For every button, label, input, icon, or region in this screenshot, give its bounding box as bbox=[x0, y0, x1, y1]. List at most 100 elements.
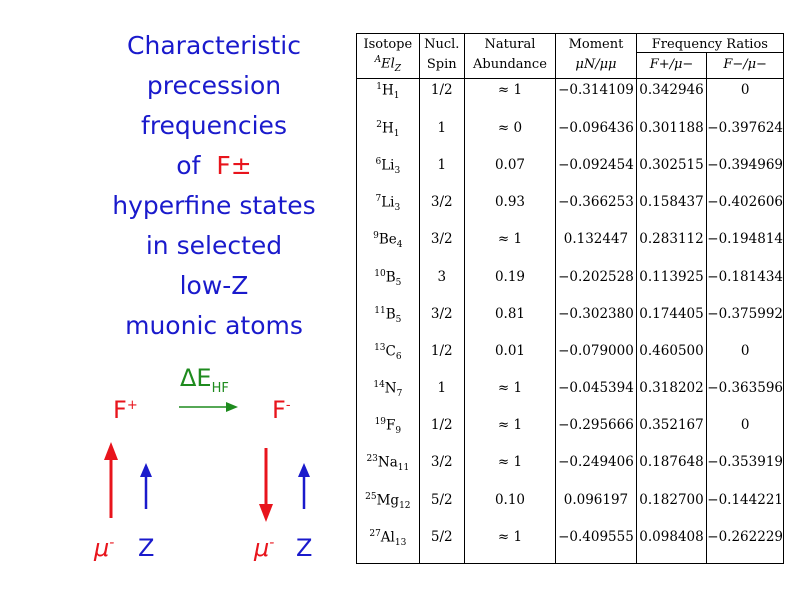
spin-cell: 1/2 bbox=[418, 78, 465, 117]
fminus-cell: −0.402606 bbox=[706, 191, 783, 229]
nucleus-spin-up-arrow-icon-left bbox=[140, 463, 152, 509]
element-symbol: H bbox=[381, 120, 394, 137]
atomic-number: 1 bbox=[393, 91, 400, 102]
isotope-cell: 6Li3 bbox=[357, 154, 419, 191]
fminus-cell: 0 bbox=[706, 414, 783, 452]
table-row: 10B5 3 0.19 −0.202528 0.113925 −0.181434 bbox=[357, 265, 783, 303]
title-line-8: muonic atoms bbox=[125, 311, 303, 340]
moment-cell: −0.092454 bbox=[555, 154, 637, 192]
header-freq-minus: F−/μ− bbox=[706, 52, 783, 80]
element-symbol: N bbox=[384, 380, 397, 397]
moment-cell: −0.079000 bbox=[555, 339, 637, 378]
abundance-cell: 0.07 bbox=[463, 154, 556, 192]
table-row: 14N7 1 ≈ 1 −0.045394 0.318202 −0.363596 bbox=[357, 377, 783, 415]
fminus-cell: 0 bbox=[706, 339, 783, 378]
element-symbol: B bbox=[385, 306, 396, 323]
f-minus-label: F- bbox=[272, 396, 291, 424]
header-freq-plus: F+/μ− bbox=[635, 52, 707, 80]
f-plus-sup: + bbox=[126, 398, 138, 413]
fminus-cell: −0.397624 bbox=[706, 116, 783, 155]
fminus-cell: −0.144221 bbox=[706, 488, 783, 526]
abundance-cell: 0.19 bbox=[463, 265, 556, 303]
mass-number: 13 bbox=[374, 342, 386, 353]
isotope-cell: 19F9 bbox=[357, 414, 419, 451]
isotope-cell: 25Mg12 bbox=[357, 489, 419, 526]
title-of: of bbox=[176, 151, 201, 180]
fminus-cell: −0.262229 bbox=[706, 525, 783, 563]
element-symbol: Be bbox=[378, 231, 397, 248]
mass-number: 9 bbox=[373, 231, 379, 242]
title-line-7: low-Z bbox=[179, 271, 249, 300]
fminus-cell: −0.194814 bbox=[706, 228, 783, 266]
header-isotope: Isotope bbox=[363, 37, 413, 53]
mass-number: 10 bbox=[374, 268, 386, 279]
fplus-cell: 0.182700 bbox=[635, 488, 707, 526]
delta-e-subscript: HF bbox=[211, 380, 229, 396]
transition-arrow bbox=[179, 402, 238, 412]
spin-cell: 3/2 bbox=[418, 302, 465, 340]
mass-number: 1 bbox=[376, 82, 382, 93]
atomic-number: 4 bbox=[396, 240, 403, 251]
fminus-cell: 0 bbox=[706, 78, 783, 117]
atomic-number: 5 bbox=[395, 277, 402, 288]
isotope-cell: 10B5 bbox=[357, 266, 419, 303]
title-line-5: hyperfine states bbox=[112, 191, 316, 220]
header-isotope-notation: AElZ bbox=[357, 52, 420, 80]
moment-cell: −0.096436 bbox=[555, 116, 637, 155]
f-minus-sup: - bbox=[285, 398, 291, 413]
moment-cell: −0.045394 bbox=[555, 377, 637, 415]
abundance-cell: ≈ 1 bbox=[463, 377, 556, 415]
spin-cell: 3/2 bbox=[418, 191, 465, 229]
table-header-row-1: Isotope Nucl. Natural Moment Frequency R… bbox=[357, 34, 783, 53]
slide-title: Characteristic precession frequencies of… bbox=[100, 26, 328, 346]
abundance-cell: 0.93 bbox=[463, 191, 556, 229]
mu-left-sup: - bbox=[109, 535, 115, 551]
spin-cell: 1 bbox=[418, 377, 465, 415]
spin-cell: 1/2 bbox=[418, 339, 465, 378]
header-spin-bottom: Spin bbox=[418, 52, 465, 80]
atomic-number: 6 bbox=[395, 352, 402, 363]
isotope-cell: 1H1 bbox=[357, 79, 419, 117]
atomic-number: 3 bbox=[394, 203, 401, 214]
table-row: 9Be4 3/2 ≈ 1 0.132447 0.283112 −0.194814 bbox=[357, 228, 783, 266]
title-f-plusminus: F± bbox=[216, 151, 252, 180]
spin-cell: 5/2 bbox=[418, 525, 465, 563]
abundance-cell: 0.01 bbox=[463, 339, 556, 378]
moment-cell: −0.302380 bbox=[555, 302, 637, 340]
title-line-3: frequencies bbox=[141, 111, 287, 140]
fplus-cell: 0.174405 bbox=[635, 302, 707, 340]
fminus-cell: −0.375992 bbox=[706, 302, 783, 340]
spin-cell: 3 bbox=[418, 265, 465, 303]
table-row: 25Mg12 5/2 0.10 0.096197 0.182700 −0.144221 bbox=[357, 488, 783, 526]
mass-number: 2 bbox=[376, 119, 382, 130]
delta-e-text: ΔE bbox=[180, 364, 212, 392]
f-minus-text: F bbox=[272, 396, 286, 424]
atomic-number: 12 bbox=[399, 500, 411, 511]
abundance-cell: 0.81 bbox=[463, 302, 556, 340]
mass-number: 19 bbox=[374, 417, 387, 428]
mass-number: 11 bbox=[374, 305, 386, 316]
header-spin-top: Nucl. bbox=[418, 34, 465, 53]
mass-number: 25 bbox=[365, 491, 377, 502]
spin-cell: 3/2 bbox=[418, 228, 465, 266]
header-moment-bottom: μN/μμ bbox=[555, 52, 637, 80]
fplus-cell: 0.187648 bbox=[635, 451, 707, 489]
isotope-table: Isotope Nucl. Natural Moment Frequency R… bbox=[357, 34, 783, 563]
spin-cell: 1 bbox=[418, 154, 465, 192]
element-symbol: Li bbox=[381, 157, 395, 174]
moment-cell: −0.409555 bbox=[555, 525, 637, 563]
isotope-cell: 14N7 bbox=[357, 377, 419, 414]
isotope-cell: 11B5 bbox=[357, 303, 419, 340]
title-line-2: precession bbox=[146, 71, 282, 100]
muon-spin-up-arrow-icon bbox=[104, 442, 118, 518]
table-row: 13C6 1/2 0.01 −0.079000 0.460500 0 bbox=[357, 339, 783, 378]
fminus-cell: −0.353919 bbox=[706, 451, 783, 489]
header-notation-z: Z bbox=[394, 63, 402, 74]
spin-cell: 1 bbox=[418, 116, 465, 155]
abundance-cell: 0.10 bbox=[463, 488, 556, 526]
table-row: 1H1 1/2 ≈ 1 −0.314109 0.342946 0 bbox=[357, 78, 783, 117]
element-symbol: C bbox=[385, 343, 396, 360]
table-row: 7Li3 3/2 0.93 −0.366253 0.158437 −0.402606 bbox=[357, 191, 783, 229]
isotope-table-container: Isotope Nucl. Natural Moment Frequency R… bbox=[356, 33, 784, 564]
header-abund-top: Natural bbox=[463, 34, 556, 53]
